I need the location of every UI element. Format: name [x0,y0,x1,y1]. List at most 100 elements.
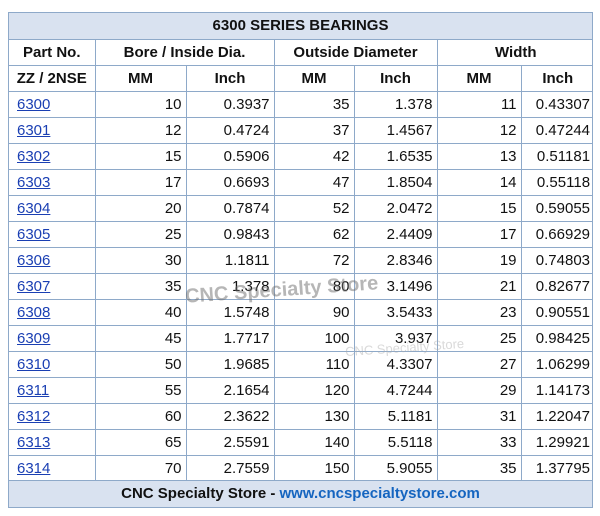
header-width-inch: Inch [520,65,592,92]
table-body: 6300 10 0.3937 35 1.378 11 0.43307 6301 12 0.4724… [9,91,592,482]
od-mm-cell: 52 [273,195,355,222]
bore-mm-cell: 10 [94,91,187,118]
part-number-cell: 6303 [9,169,96,196]
od-mm-cell: 130 [273,403,355,430]
bore-inch-cell: 2.5591 [185,429,275,456]
od-inch-cell: 4.3307 [353,351,438,378]
od-inch-cell: 1.378 [353,91,438,118]
width-mm-cell: 12 [436,117,522,144]
bore-mm-cell: 25 [94,221,187,248]
bore-mm-cell: 60 [94,403,187,430]
od-mm-cell: 62 [273,221,355,248]
header-bore-inch: Inch [185,65,275,92]
bore-inch-cell: 1.5748 [185,299,275,326]
table-row: 6304 20 0.7874 52 2.0472 15 0.59055 [9,195,592,222]
width-inch-cell: 0.51181 [520,143,592,170]
part-number-link[interactable]: 6305 [17,226,51,243]
bore-mm-cell: 17 [94,169,187,196]
width-inch-cell: 0.59055 [520,195,592,222]
header-row-1: Part No. Bore / Inside Dia. Outside Diam… [9,40,592,66]
od-mm-cell: 140 [273,429,355,456]
bore-inch-cell: 0.3937 [185,91,275,118]
part-number-cell: 6313 [9,429,96,456]
part-number-cell: 6302 [9,143,96,170]
width-inch-cell: 1.37795 [520,455,592,482]
table-row: 6313 65 2.5591 140 5.5118 33 1.29921 [9,429,592,456]
width-mm-cell: 15 [436,195,522,222]
table-row: 6305 25 0.9843 62 2.4409 17 0.66929 [9,221,592,248]
od-mm-cell: 110 [273,351,355,378]
part-number-cell: 6300 [9,91,96,118]
od-mm-cell: 37 [273,117,355,144]
od-inch-cell: 2.4409 [353,221,438,248]
part-number-link[interactable]: 6308 [17,304,51,321]
width-inch-cell: 1.22047 [520,403,592,430]
header-bore-mm: MM [94,65,187,92]
od-mm-cell: 150 [273,455,355,482]
bore-mm-cell: 15 [94,143,187,170]
footer-store-name: CNC Specialty Store - [121,485,280,502]
width-mm-cell: 33 [436,429,522,456]
table-row: 6312 60 2.3622 130 5.1181 31 1.22047 [9,403,592,430]
table-row: 6302 15 0.5906 42 1.6535 13 0.51181 [9,143,592,170]
part-number-cell: 6314 [9,455,96,482]
part-number-link[interactable]: 6309 [17,330,51,347]
bore-inch-cell: 1.9685 [185,351,275,378]
header-bore: Bore / Inside Dia. [94,40,275,66]
od-inch-cell: 1.6535 [353,143,438,170]
width-mm-cell: 14 [436,169,522,196]
part-number-cell: 6312 [9,403,96,430]
part-number-link[interactable]: 6302 [17,148,51,165]
part-number-link[interactable]: 6311 [17,382,50,399]
part-number-link[interactable]: 6303 [17,174,51,191]
width-mm-cell: 19 [436,247,522,274]
width-mm-cell: 27 [436,351,522,378]
width-inch-cell: 1.14173 [520,377,592,404]
table-row: 6310 50 1.9685 110 4.3307 27 1.06299 [9,351,592,378]
bore-inch-cell: 1.1811 [185,247,275,274]
part-number-cell: 6308 [9,299,96,326]
width-inch-cell: 0.82677 [520,273,592,300]
part-number-link[interactable]: 6300 [17,96,51,113]
part-number-link[interactable]: 6310 [17,356,51,373]
bore-inch-cell: 0.9843 [185,221,275,248]
od-inch-cell: 1.4567 [353,117,438,144]
od-inch-cell: 3.1496 [353,273,438,300]
part-number-link[interactable]: 6312 [17,408,51,425]
part-number-link[interactable]: 6306 [17,252,51,269]
table-row: 6300 10 0.3937 35 1.378 11 0.43307 [9,91,592,118]
table-row: 6309 45 1.7717 100 3.937 25 0.98425 [9,325,592,352]
bore-mm-cell: 65 [94,429,187,456]
bore-inch-cell: 0.7874 [185,195,275,222]
part-number-link[interactable]: 6307 [17,278,51,295]
part-number-link[interactable]: 6301 [17,122,51,139]
od-inch-cell: 2.8346 [353,247,438,274]
part-number-cell: 6310 [9,351,96,378]
od-inch-cell: 3.5433 [353,299,438,326]
header-part-no: Part No. [9,40,96,66]
width-inch-cell: 0.47244 [520,117,592,144]
od-mm-cell: 100 [273,325,355,352]
bore-mm-cell: 40 [94,299,187,326]
table-row: 6306 30 1.1811 72 2.8346 19 0.74803 [9,247,592,274]
header-width-mm: MM [436,65,522,92]
bore-mm-cell: 12 [94,117,187,144]
bore-mm-cell: 70 [94,455,187,482]
width-mm-cell: 31 [436,403,522,430]
footer-url[interactable]: www.cncspecialtystore.com [279,485,480,502]
width-inch-cell: 1.06299 [520,351,592,378]
header-row-2: ZZ / 2NSE MM Inch MM Inch MM Inch [9,65,592,92]
bore-inch-cell: 1.7717 [185,325,275,352]
part-number-link[interactable]: 6314 [17,460,51,477]
od-inch-cell: 5.9055 [353,455,438,482]
header-suffix: ZZ / 2NSE [9,65,96,92]
bore-inch-cell: 1.378 [185,273,275,300]
bore-mm-cell: 45 [94,325,187,352]
width-mm-cell: 21 [436,273,522,300]
header-od-inch: Inch [353,65,438,92]
part-number-link[interactable]: 6304 [17,200,51,217]
table-row: 6303 17 0.6693 47 1.8504 14 0.55118 [9,169,592,196]
od-inch-cell: 5.1181 [353,403,438,430]
table-row: 6307 35 1.378 80 3.1496 21 0.82677 [9,273,592,300]
part-number-link[interactable]: 6313 [17,434,51,451]
